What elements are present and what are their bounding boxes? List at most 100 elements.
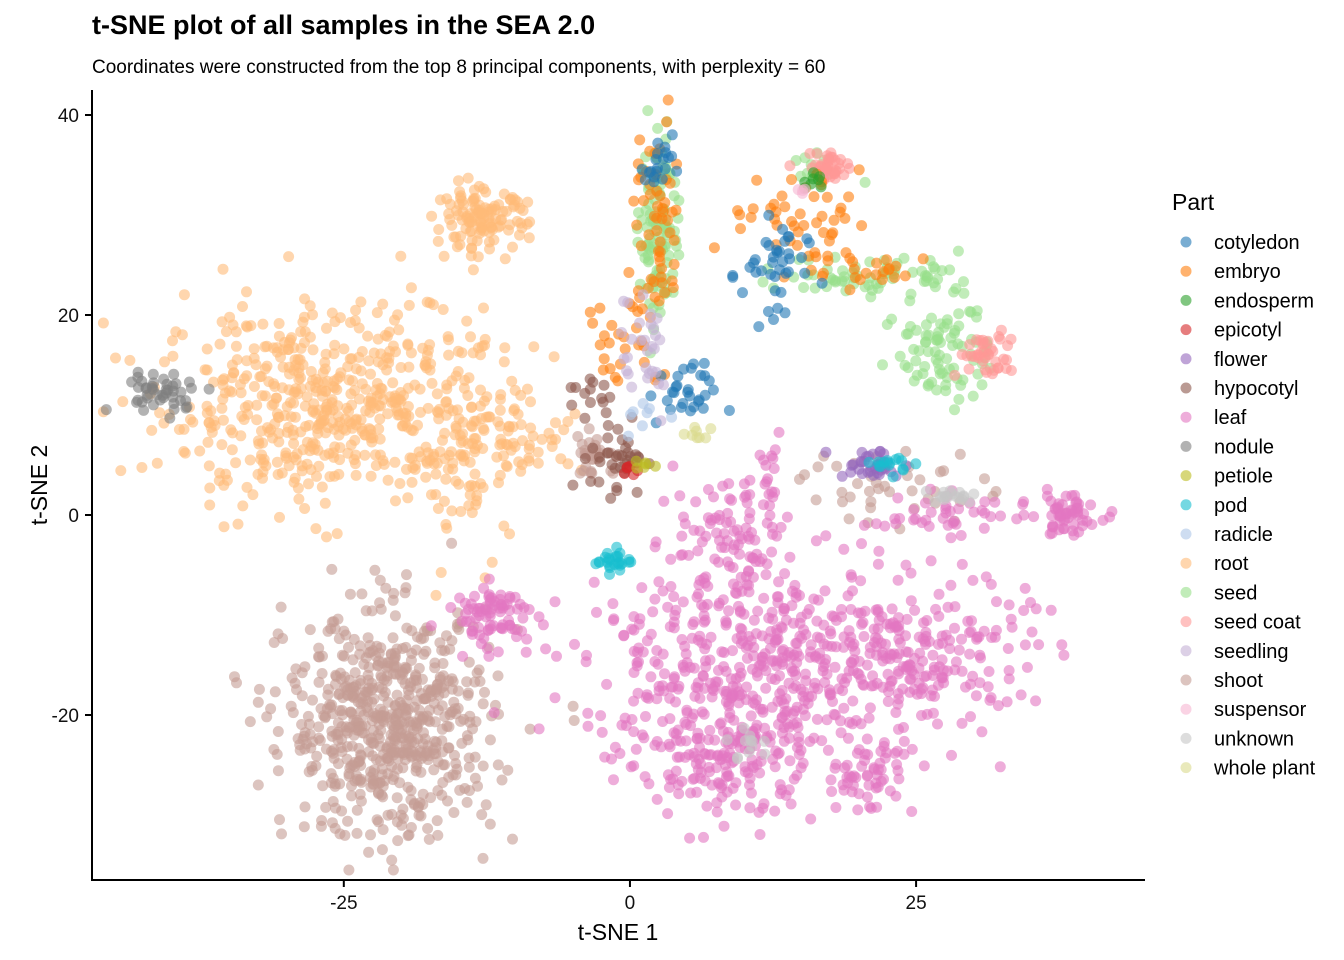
legend-key-pod bbox=[1180, 499, 1192, 511]
point-embryo bbox=[651, 212, 663, 224]
point-root bbox=[513, 456, 525, 468]
point-root bbox=[115, 465, 127, 477]
point-root bbox=[562, 458, 574, 470]
point-cotyledon bbox=[801, 233, 813, 245]
point-leaf bbox=[676, 775, 688, 787]
point-shoot bbox=[343, 768, 355, 780]
point-seed bbox=[940, 385, 952, 397]
point-seedling bbox=[650, 366, 662, 378]
point-shoot bbox=[462, 687, 474, 699]
point-cotyledon bbox=[775, 286, 787, 298]
point-root bbox=[431, 388, 443, 400]
point-root bbox=[307, 344, 319, 356]
point-leaf bbox=[905, 595, 917, 607]
point-leaf bbox=[633, 656, 644, 668]
point-leaf bbox=[759, 722, 771, 734]
point-shoot bbox=[836, 486, 848, 498]
point-root bbox=[432, 235, 444, 247]
point-root bbox=[455, 230, 467, 242]
point-shoot bbox=[377, 824, 389, 836]
point-shoot bbox=[473, 664, 485, 676]
point-root bbox=[274, 511, 285, 523]
point-leaf bbox=[861, 733, 873, 745]
point-leaf bbox=[596, 726, 608, 738]
point-leaf bbox=[753, 806, 765, 818]
point-shoot bbox=[387, 864, 399, 876]
point-unknown bbox=[758, 735, 770, 747]
point-leaf bbox=[743, 565, 755, 577]
point-shoot bbox=[314, 735, 326, 746]
point-root bbox=[375, 348, 387, 360]
point-hypocotyl bbox=[598, 379, 610, 391]
point-leaf bbox=[868, 623, 880, 635]
point-leaf bbox=[724, 707, 736, 719]
point-radicle bbox=[636, 420, 648, 432]
point-leaf bbox=[618, 630, 630, 642]
point-leaf bbox=[974, 677, 986, 689]
point-root bbox=[97, 317, 109, 329]
point-seed bbox=[837, 265, 849, 277]
point-leaf bbox=[994, 761, 1006, 773]
point-embryo bbox=[776, 190, 788, 202]
point-embryo bbox=[661, 116, 673, 128]
point-embryo bbox=[828, 214, 840, 226]
point-leaf bbox=[675, 735, 687, 747]
point-leaf bbox=[872, 764, 884, 776]
point-leaf bbox=[671, 751, 683, 763]
point-shoot bbox=[363, 846, 375, 858]
point-leaf bbox=[582, 707, 594, 719]
point-nodule bbox=[147, 368, 159, 380]
point-shoot bbox=[411, 695, 423, 707]
point-hypocotyl bbox=[566, 399, 578, 411]
point-leaf bbox=[686, 632, 698, 644]
point-leaf bbox=[521, 633, 533, 645]
point-seedling bbox=[641, 345, 653, 357]
point-shoot bbox=[418, 632, 430, 644]
point-root bbox=[420, 471, 432, 483]
point-shoot bbox=[269, 686, 281, 698]
point-leaf bbox=[700, 661, 712, 673]
point-root bbox=[231, 354, 243, 366]
point-leaf bbox=[793, 749, 805, 760]
point-leaf bbox=[651, 793, 663, 805]
point-root bbox=[453, 209, 465, 221]
point-suspensor bbox=[796, 187, 808, 199]
point-embryo bbox=[822, 255, 834, 267]
point-cotyledon bbox=[796, 252, 808, 263]
point-root bbox=[286, 332, 297, 344]
point-root bbox=[371, 390, 383, 402]
point-shoot bbox=[831, 460, 843, 472]
point-embryo bbox=[899, 270, 911, 282]
point-shoot bbox=[315, 703, 327, 715]
point-hypocotyl bbox=[565, 382, 577, 393]
point-leaf bbox=[667, 773, 679, 785]
point-root bbox=[382, 408, 394, 420]
point-shoot bbox=[346, 790, 358, 802]
point-root bbox=[392, 309, 404, 321]
point-leaf bbox=[950, 656, 962, 668]
point-seed bbox=[936, 265, 948, 277]
point-leaf bbox=[698, 601, 710, 613]
point-root bbox=[273, 330, 285, 342]
point-root bbox=[300, 421, 312, 432]
point-leaf bbox=[639, 771, 651, 783]
point-root bbox=[469, 468, 481, 480]
point-leaf bbox=[713, 509, 725, 521]
point-seedling bbox=[634, 317, 645, 329]
point-root bbox=[406, 476, 418, 488]
point-seed bbox=[920, 319, 932, 331]
point-leaf bbox=[880, 638, 891, 650]
point-shoot bbox=[351, 827, 363, 839]
point-leaf bbox=[483, 650, 495, 662]
point-embryo bbox=[619, 343, 631, 355]
point-shoot bbox=[342, 815, 354, 827]
point-flower bbox=[836, 470, 848, 482]
point-leaf bbox=[898, 748, 910, 760]
point-leaf bbox=[758, 592, 770, 604]
point-leaf bbox=[721, 617, 733, 629]
point-root bbox=[390, 402, 402, 414]
point-hypocotyl bbox=[612, 423, 624, 435]
point-leaf bbox=[1001, 696, 1013, 708]
point-root bbox=[494, 404, 506, 416]
point-cotyledon bbox=[670, 381, 682, 393]
